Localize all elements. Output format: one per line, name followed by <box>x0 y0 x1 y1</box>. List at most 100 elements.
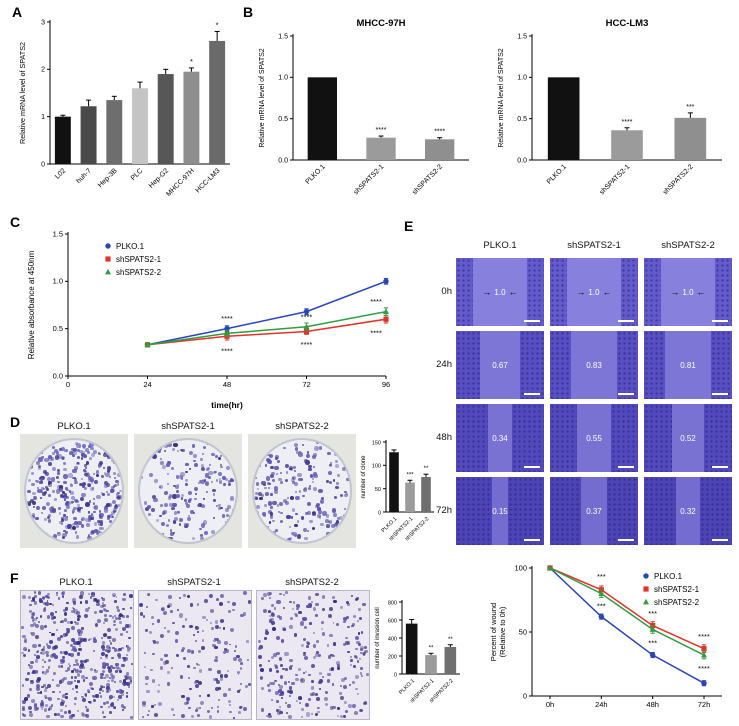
stained-cell-dot <box>317 711 320 714</box>
stained-cell-dot <box>220 677 223 680</box>
stained-cell-dot <box>162 533 164 535</box>
stained-cell-dot <box>312 511 316 515</box>
stained-cell-dot <box>107 636 111 640</box>
wound-cell-monolayer <box>550 258 567 326</box>
stained-cell-dot <box>85 502 90 507</box>
stained-cell-dot <box>287 704 291 708</box>
stained-cell-dot <box>281 639 284 642</box>
stained-cell-dot <box>101 475 104 478</box>
svg-text:PLKO.1: PLKO.1 <box>304 163 326 185</box>
stained-cell-dot <box>29 464 33 468</box>
stained-cell-dot <box>349 684 351 686</box>
stained-cell-dot <box>232 609 234 611</box>
stained-cell-dot <box>220 507 223 510</box>
stained-cell-dot <box>319 688 321 690</box>
stained-cell-dot <box>197 631 199 633</box>
svg-text:50: 50 <box>519 627 527 636</box>
stained-cell-dot <box>148 710 150 712</box>
stained-cell-dot <box>167 630 170 633</box>
stained-cell-dot <box>363 653 365 655</box>
stained-cell-dot <box>81 627 84 630</box>
stained-cell-dot <box>285 479 289 483</box>
stained-cell-dot <box>35 659 39 663</box>
stained-cell-dot <box>171 467 174 470</box>
stained-cell-dot <box>34 496 37 499</box>
stained-cell-dot <box>41 708 43 710</box>
colony-image-sh2 <box>248 434 356 548</box>
stained-cell-dot <box>152 623 154 625</box>
stained-cell-dot <box>357 660 359 662</box>
stained-cell-dot <box>171 667 173 669</box>
stained-cell-dot <box>326 532 330 536</box>
stained-cell-dot <box>72 526 76 530</box>
stained-cell-dot <box>35 635 39 639</box>
stained-cell-dot <box>352 704 356 708</box>
stained-cell-dot <box>170 610 173 613</box>
stained-cell-dot <box>84 614 88 618</box>
stained-cell-dot <box>172 448 175 451</box>
stained-cell-dot <box>197 603 199 605</box>
stained-cell-dot <box>93 473 95 475</box>
stained-cell-dot <box>216 598 219 601</box>
stained-cell-dot <box>336 623 339 626</box>
stained-cell-dot <box>74 703 76 705</box>
colony-image-label-plko1: PLKO.1 <box>20 421 128 432</box>
wound-ratio-value: 1.0 <box>682 288 693 297</box>
stained-cell-dot <box>28 479 31 482</box>
stained-cell-dot <box>225 521 230 526</box>
stained-cell-dot <box>63 633 67 637</box>
stained-cell-dot <box>117 609 120 612</box>
stained-cell-dot <box>42 671 44 673</box>
svg-text:****: **** <box>622 119 633 126</box>
svg-text:****: **** <box>221 346 233 355</box>
stained-cell-dot <box>104 508 108 512</box>
svg-text:Hep-3B: Hep-3B <box>97 167 119 189</box>
stained-cell-dot <box>115 666 118 669</box>
stained-cell-dot <box>331 524 335 528</box>
stained-cell-dot <box>344 441 348 445</box>
svg-text:(Relative to 0h): (Relative to 0h) <box>498 606 507 657</box>
stained-cell-dot <box>193 512 195 514</box>
stained-cell-dot <box>344 508 347 511</box>
svg-text:0: 0 <box>41 161 45 168</box>
stained-cell-dot <box>333 513 337 517</box>
stained-cell-dot <box>111 657 114 660</box>
stained-cell-dot <box>355 675 359 679</box>
stained-cell-dot <box>289 601 291 603</box>
stained-cell-dot <box>120 633 123 636</box>
stained-cell-dot <box>254 511 258 515</box>
stained-cell-dot <box>300 697 302 699</box>
svg-text:shSPATS2-1: shSPATS2-1 <box>353 163 386 196</box>
wound-edge-arrow-icon: ← <box>603 288 612 297</box>
stained-cell-dot <box>69 715 73 719</box>
stained-cell-dot <box>340 606 343 609</box>
stained-cell-dot <box>297 496 300 499</box>
stained-cell-dot <box>329 634 333 638</box>
stained-cell-dot <box>57 698 59 700</box>
wound-gap: 0.55 <box>577 404 611 472</box>
svg-text:Relative mRNA level of SPATS2: Relative mRNA level of SPATS2 <box>18 42 27 144</box>
stained-cell-dot <box>126 654 128 656</box>
stained-cell-dot <box>146 690 150 694</box>
stained-cell-dot <box>167 473 169 475</box>
stained-cell-dot <box>152 679 155 682</box>
stained-cell-dot <box>34 601 37 604</box>
stained-cell-dot <box>215 687 219 691</box>
stained-cell-dot <box>28 596 31 599</box>
stained-cell-dot <box>189 688 192 691</box>
stained-cell-dot <box>272 479 274 481</box>
stained-cell-dot <box>55 455 59 459</box>
scale-bar <box>712 466 728 468</box>
stained-cell-dot <box>30 520 34 524</box>
stained-cell-dot <box>289 625 292 628</box>
stained-cell-dot <box>57 481 59 483</box>
stained-cell-dot <box>271 533 275 537</box>
stained-cell-dot <box>144 652 146 654</box>
stained-cell-dot <box>271 472 274 475</box>
stained-cell-dot <box>290 496 294 500</box>
culture-dish <box>252 438 352 544</box>
stained-cell-dot <box>318 654 321 657</box>
stained-cell-dot <box>200 537 203 540</box>
stained-cell-dot <box>283 594 285 596</box>
stained-cell-dot <box>343 536 345 538</box>
